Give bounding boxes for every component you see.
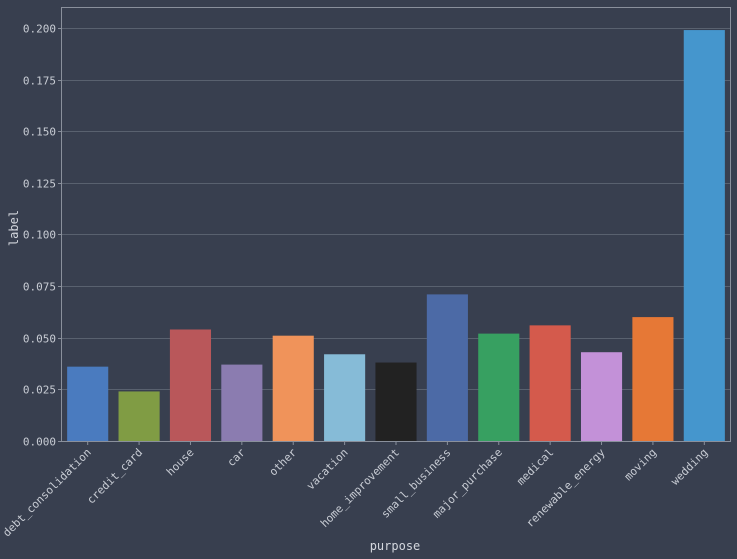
bar-renewable-energy	[580, 352, 623, 441]
x-axis-label: purpose	[370, 539, 421, 553]
y-tick-label: 0.100	[23, 229, 56, 242]
bar-car	[221, 364, 263, 441]
x-tick-label: moving	[622, 446, 659, 483]
y-tick-label: 0.150	[23, 126, 56, 139]
x-tick-label: car	[225, 446, 249, 470]
y-tick-label: 0.025	[23, 384, 56, 397]
bar-wedding	[683, 30, 725, 441]
y-tick-label: 0.050	[23, 333, 56, 346]
bar-credit-card	[118, 391, 160, 441]
x-tick-label: other	[267, 446, 300, 479]
y-axis: 0.000 0.025 0.050 0.075 0.100 0.125 0.150 0.175…	[23, 23, 62, 449]
bar-major-purchase	[478, 333, 520, 441]
y-tick-label: 0.125	[23, 178, 56, 191]
bar-house	[169, 329, 212, 441]
x-tick-label: debt_consolidation	[0, 446, 93, 539]
bars	[67, 30, 725, 441]
y-tick-label: 0.175	[23, 75, 56, 88]
bar-home-improvement	[375, 362, 417, 441]
y-tick-label: 0.075	[23, 281, 56, 294]
x-tick-label: medical	[514, 446, 556, 488]
x-tick-label: house	[164, 446, 197, 479]
x-tick-label: vacation	[304, 446, 351, 493]
gridlines	[62, 28, 730, 390]
y-axis-label: label	[7, 210, 21, 246]
bar-other	[272, 335, 314, 441]
y-tick-label: 0.000	[23, 436, 56, 449]
bar-small-business	[426, 294, 468, 441]
y-tick-label: 0.200	[23, 23, 56, 36]
bar-debt-consolidation	[67, 366, 109, 441]
x-tick-label: wedding	[668, 446, 710, 488]
bar-moving	[632, 317, 674, 441]
bar-medical	[529, 325, 571, 441]
bar-vacation	[324, 354, 366, 441]
